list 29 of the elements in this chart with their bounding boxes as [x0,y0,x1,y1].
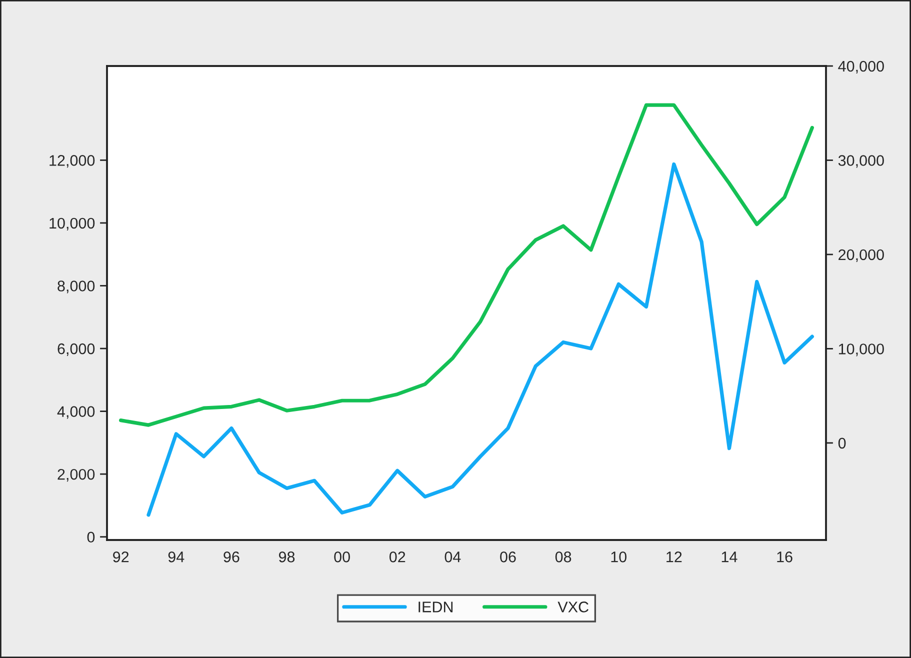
y-tick-label: 12,000 [50,155,95,168]
x-tick-label: 98 [278,552,295,562]
x-tick-label: 92 [113,552,129,562]
x-tick-label: 12 [666,552,682,562]
x-tick-label: 16 [777,552,792,562]
x-tick-label: 10 [611,552,626,562]
line-series [146,162,814,517]
y-tick-label: 6,000 [58,343,95,356]
y-tick-label: 8,000 [58,280,95,294]
line-series [119,103,814,427]
y2-tick-label: 0 [838,438,846,449]
x-tick-label: 00 [334,552,350,562]
legend-label: VXC [558,602,588,612]
y2-tick-label: 30,000 [838,155,884,168]
y-tick-label: 2,000 [58,468,95,482]
x-tick-label: 08 [555,552,572,562]
y-tick-label: 4,000 [57,406,95,419]
y2-tick-label: 40,000 [838,60,884,74]
x-tick-label: 14 [722,552,738,562]
x-tick-label: 96 [224,552,240,562]
x-tick-label: 02 [389,552,406,562]
x-tick-label: 04 [444,552,461,562]
y2-tick-label: 10,000 [838,344,884,356]
x-tick-label: 94 [168,552,184,562]
legend-label: IEDN [418,602,453,612]
y-tick-label: 10,000 [50,218,95,230]
y-tick-label: 0 [87,532,95,543]
x-tick-label: 06 [500,552,516,562]
y2-tick-label: 20,000 [838,249,884,262]
